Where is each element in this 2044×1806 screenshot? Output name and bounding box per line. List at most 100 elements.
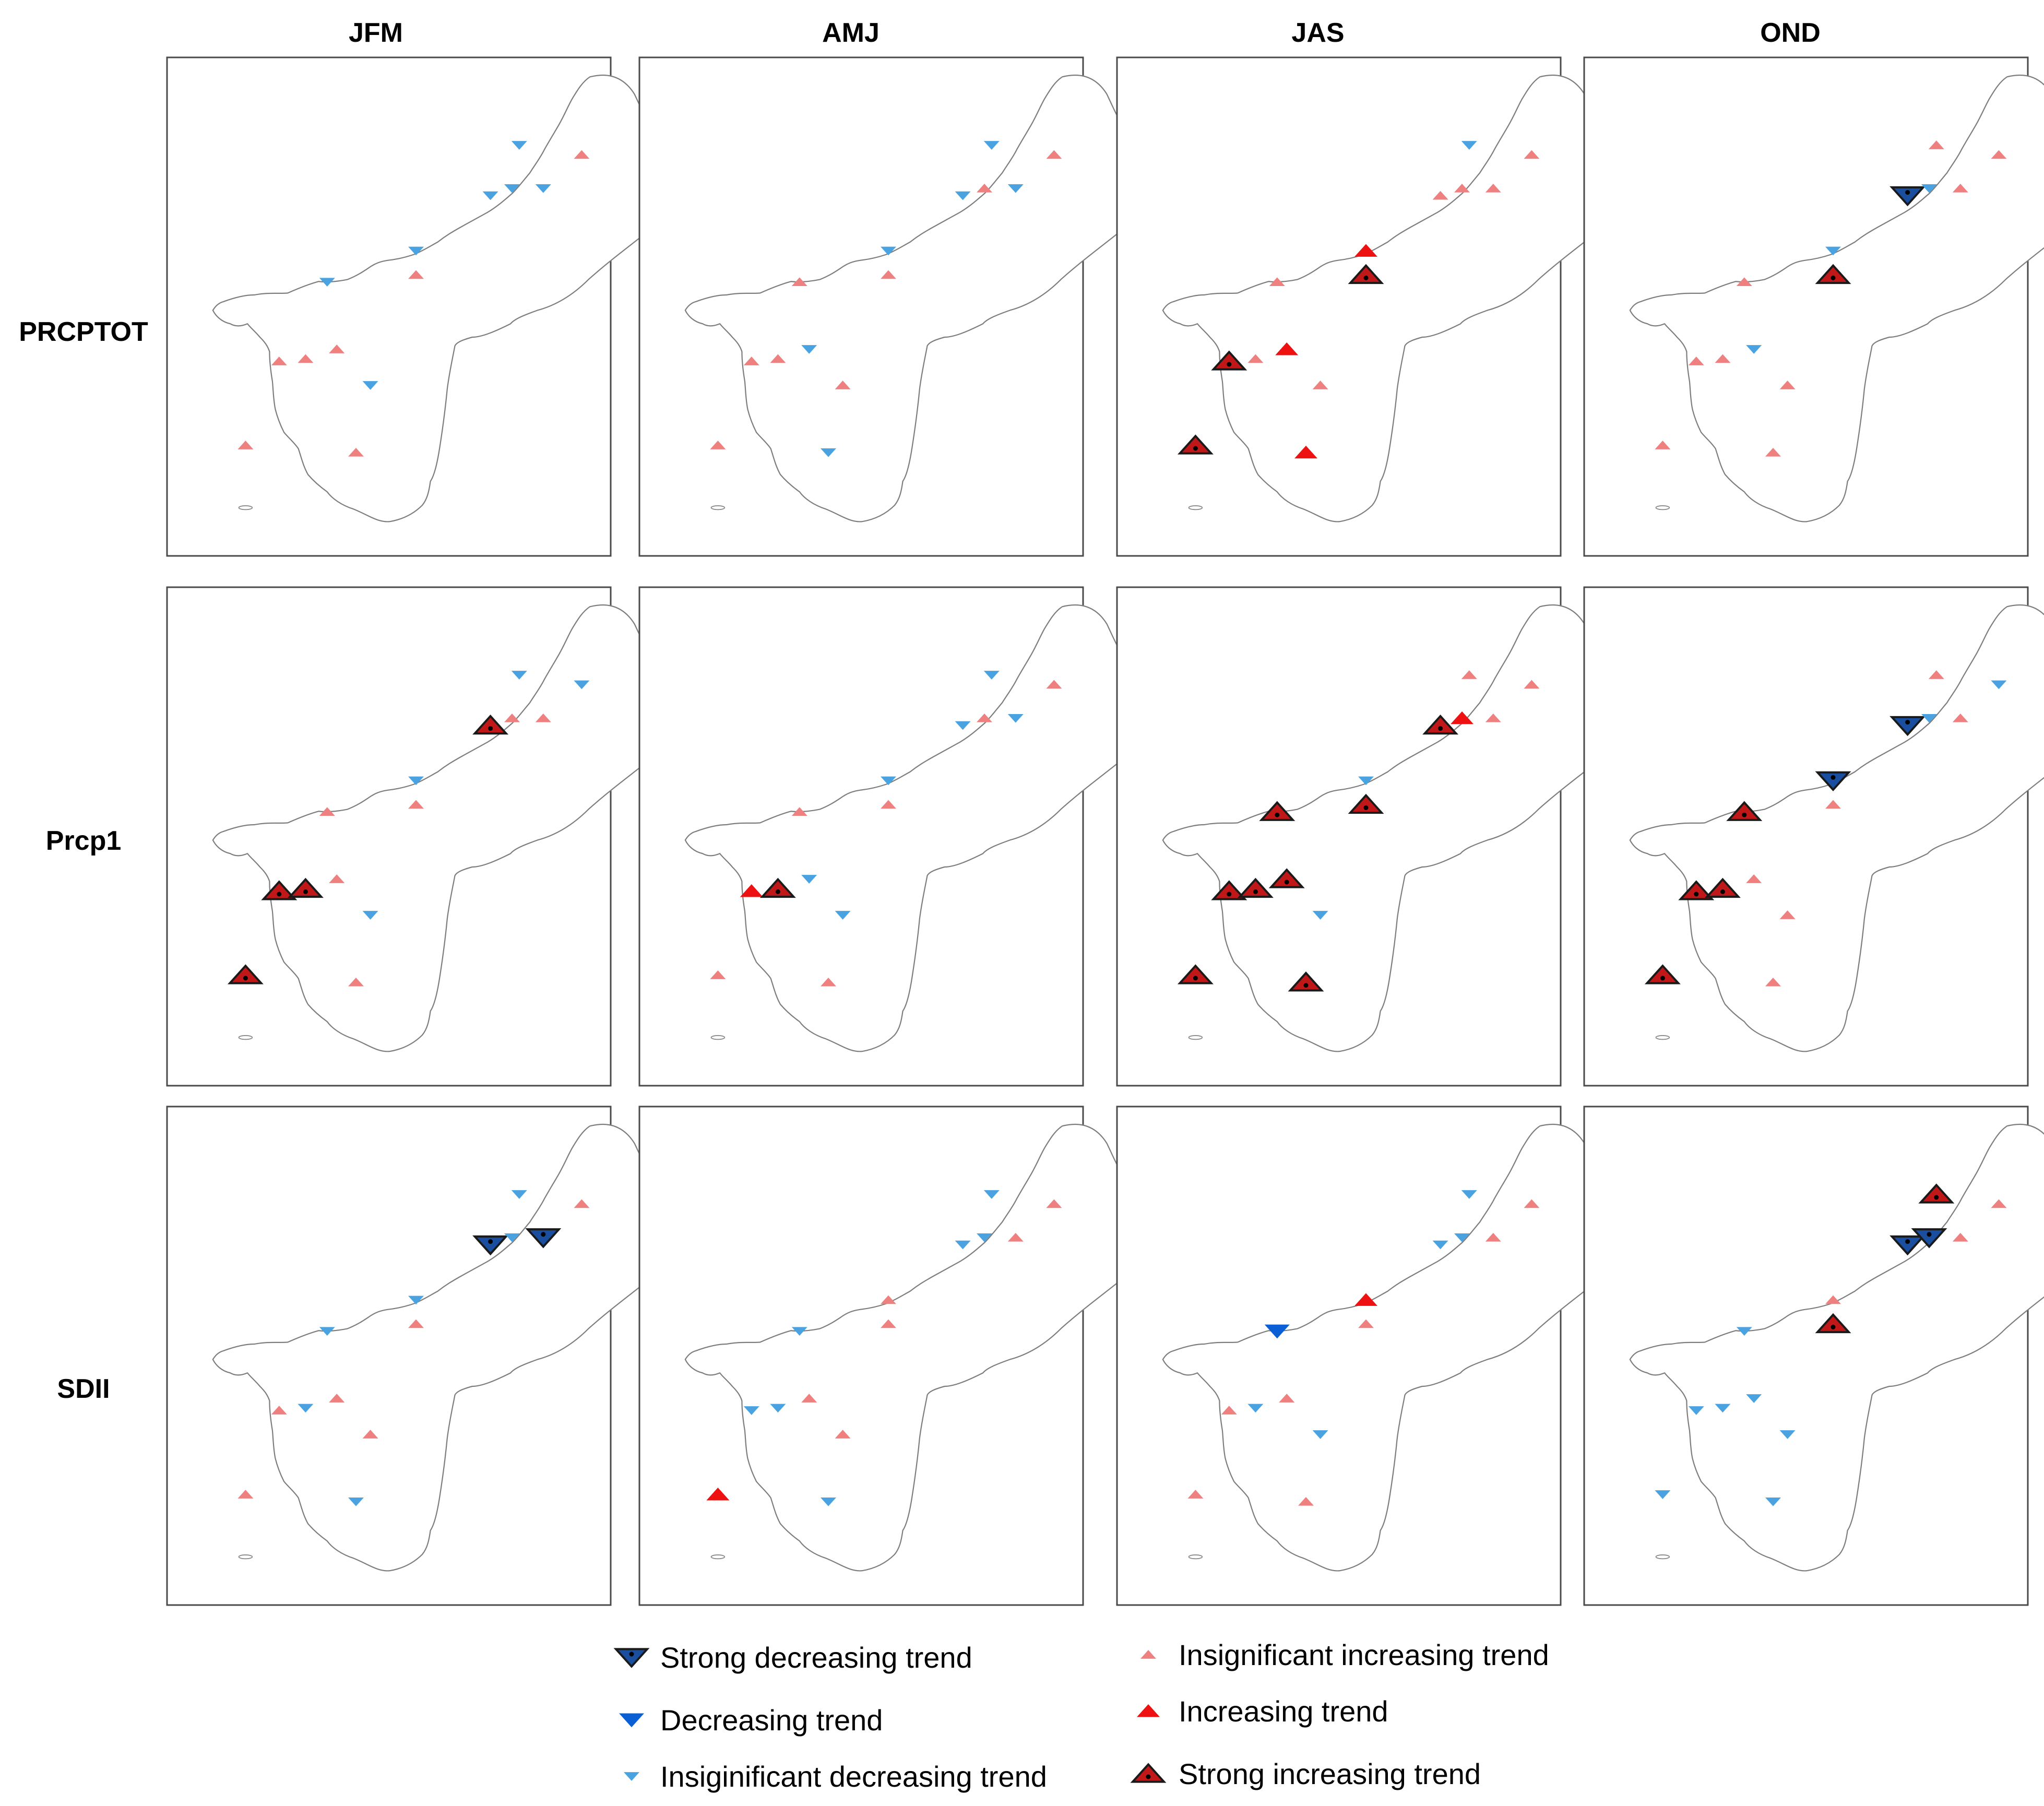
station-s4-marker-marker (1454, 183, 1470, 193)
station-s7-marker (408, 1319, 424, 1328)
station-s10-marker-marker (759, 877, 796, 898)
station-s10-marker (1237, 877, 1274, 898)
station-s8-marker-marker (791, 277, 807, 287)
station-s4-marker-marker (1921, 184, 1937, 193)
island-group (1162, 74, 1650, 522)
station-s1-marker (511, 141, 527, 150)
station-s8-marker (791, 1327, 807, 1336)
station-s5-marker (1007, 184, 1024, 193)
map-panel-prcptot-jfm (166, 56, 700, 557)
legend-symbol-insig-dec (624, 1772, 639, 1781)
station-s13-marker-marker (706, 1488, 730, 1501)
station-s11-marker-marker (329, 344, 345, 353)
station-s5-marker (1952, 1232, 1968, 1242)
station-s14-marker-marker (821, 1497, 836, 1506)
station-s2-marker-marker (1046, 1199, 1062, 1208)
station-s7-marker-marker (1815, 1313, 1851, 1334)
islet-outline (238, 1554, 253, 1560)
station-s8-marker (1269, 277, 1285, 287)
station-s13-marker-marker (237, 1490, 254, 1499)
station-s8-marker (1736, 277, 1752, 287)
station-s6-marker-marker (1815, 771, 1851, 792)
station-s14-marker (1294, 445, 1317, 459)
station-s11-marker (1268, 868, 1305, 888)
station-s8-marker-marker (1726, 801, 1763, 821)
map-panel-sdii-amj (638, 1106, 1173, 1606)
station-s8-marker-marker (791, 807, 807, 816)
station-s14-marker-marker (821, 448, 836, 457)
station-s2-marker-marker (1046, 680, 1062, 689)
station-s5-marker (535, 184, 551, 193)
station-s11-marker (329, 344, 345, 353)
legend-label-strong-inc: Strong increasing trend (1179, 1757, 1481, 1790)
station-s10-marker-marker (770, 1404, 786, 1413)
station-s7-marker-marker (1815, 264, 1851, 284)
station-s6-marker-dot (1831, 775, 1836, 780)
station-s12-marker (1779, 910, 1796, 919)
station-s3-marker-dot (1905, 1239, 1910, 1244)
station-s7-marker-marker (881, 270, 896, 279)
station-s12-marker-marker (1779, 381, 1796, 389)
station-s7-marker-marker (881, 1319, 896, 1328)
station-s9-marker (1211, 350, 1247, 371)
station-s7-marker-marker (1348, 264, 1384, 284)
station-s4-marker-marker (504, 1233, 520, 1242)
station-s11-marker-marker (801, 345, 817, 354)
station-s13-marker-marker (1177, 434, 1214, 455)
station-s9-marker (261, 880, 298, 900)
station-s3-marker-dot (488, 1239, 493, 1244)
station-s7-marker (881, 270, 896, 279)
station-s10-marker (759, 877, 796, 898)
station-s5-marker-marker (1485, 1232, 1501, 1242)
station-s9-marker-marker (743, 357, 759, 365)
station-s11-marker (329, 874, 345, 883)
station-s1-marker (511, 1190, 527, 1199)
station-s5-marker (525, 1228, 562, 1249)
station-s5-marker-marker (535, 713, 551, 722)
station-s4-marker-marker (504, 184, 520, 193)
station-s8-marker (319, 807, 335, 816)
station-s1-marker-marker (1461, 1190, 1477, 1199)
station-s2-marker (1046, 1199, 1062, 1208)
station-s8-marker-dot (1275, 812, 1280, 817)
station-s14-marker-marker (348, 447, 364, 457)
station-s1-marker-marker (1928, 670, 1944, 679)
station-s6-marker-marker (881, 1295, 896, 1304)
station-s11-marker-marker (1746, 345, 1762, 354)
legend-label-dec: Decreasing trend (660, 1704, 883, 1737)
station-s5-marker-marker (525, 1228, 562, 1249)
legend-symbol-insig-inc (1140, 1650, 1156, 1659)
station-s11-marker-marker (801, 875, 817, 884)
station-s5-marker-marker (1007, 1232, 1024, 1242)
station-s10-marker-marker (287, 877, 324, 898)
station-s3-marker (955, 1240, 971, 1250)
station-s5-marker (1952, 183, 1968, 193)
station-s6-marker (408, 246, 424, 256)
station-s9-marker (1688, 357, 1704, 365)
station-s13-marker-dot (1660, 976, 1665, 981)
station-s10-marker-dot (775, 889, 780, 894)
station-s3-marker-marker (1889, 186, 1926, 207)
station-s2-marker (1991, 150, 2007, 159)
station-s2-marker (1046, 680, 1062, 689)
station-s8-marker (1259, 801, 1296, 821)
station-s1-marker-marker (1928, 140, 1944, 149)
islet-outline (710, 1554, 726, 1560)
station-s2-marker-marker (574, 150, 590, 159)
station-s14-marker-marker (348, 977, 364, 987)
station-s5-marker-marker (1007, 184, 1024, 193)
station-s9-marker-marker (743, 1406, 759, 1415)
station-s6-marker (408, 776, 424, 786)
station-s1-marker-marker (983, 141, 1000, 150)
station-s2-marker-marker (574, 1199, 590, 1208)
station-s4-marker-marker (977, 183, 992, 193)
legend-symbol-strong-dec-marker (613, 1648, 650, 1668)
station-s1-marker-marker (511, 141, 527, 150)
station-s10-marker (1247, 354, 1264, 363)
station-s1-marker-marker (1918, 1183, 1955, 1204)
station-s7-marker-marker (1348, 793, 1384, 814)
station-s10-marker-dot (1720, 889, 1725, 894)
station-s7-marker-marker (881, 800, 896, 809)
islet-outline (1188, 505, 1203, 510)
station-s3-marker (955, 191, 971, 200)
